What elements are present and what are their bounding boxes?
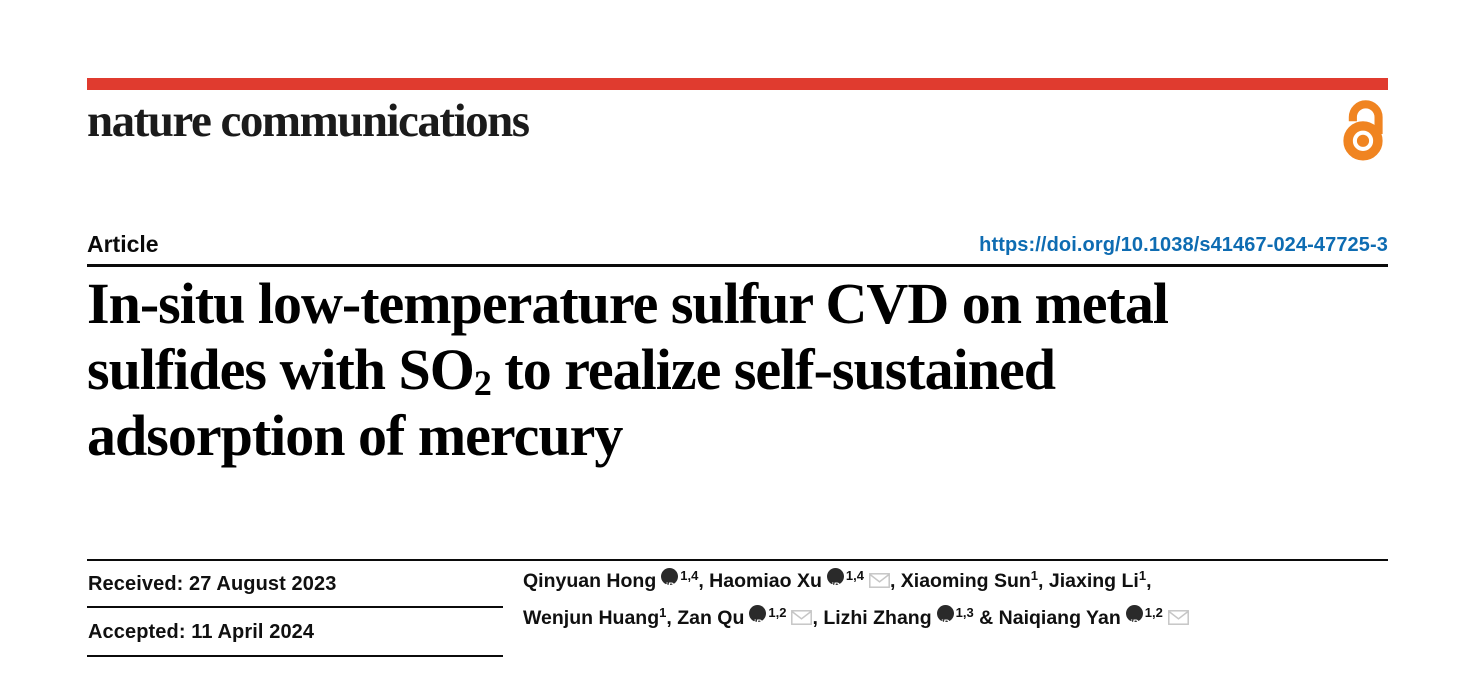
received-date: Received: 27 August 2023 xyxy=(88,573,337,595)
author-separator: & xyxy=(973,607,999,629)
author-separator: , xyxy=(1146,570,1152,592)
author-separator: , xyxy=(698,570,710,592)
article-title: In-situ low-temperature sulfur CVD on me… xyxy=(87,271,1388,469)
author: Wenjun Huang1, xyxy=(523,604,678,629)
author-list: Qinyuan Hong iD1,4, Haomiao Xu iD1,4, Xiao… xyxy=(523,566,1388,640)
title-line-3: adsorption of mercury xyxy=(87,403,623,468)
email-icon[interactable] xyxy=(868,573,890,588)
author: Lizhi Zhang iD1,3 & xyxy=(823,604,999,629)
author-name: Jiaxing Li xyxy=(1048,570,1139,592)
doi-link[interactable]: https://doi.org/10.1038/s41467-024-47725… xyxy=(979,234,1388,256)
author-affiliation-sup: 1,4 xyxy=(845,567,864,583)
article-type-label: Article xyxy=(87,231,159,257)
title-line-1: In-situ low-temperature sulfur CVD on me… xyxy=(87,271,1169,336)
author-separator: , xyxy=(889,570,901,592)
author-separator: , xyxy=(812,607,824,629)
author-name: Xiaoming Sun xyxy=(900,570,1031,592)
accepted-date: Accepted: 11 April 2024 xyxy=(88,621,315,643)
author: Haomiao Xu iD1,4, xyxy=(709,567,901,592)
author-affiliation-sup: 1 xyxy=(1030,567,1039,583)
title-subscript: 2 xyxy=(473,362,492,403)
author-affiliation-sup: 1 xyxy=(659,604,667,620)
author-line-1: Qinyuan Hong iD1,4, Haomiao Xu iD1,4, Xiao… xyxy=(523,566,1388,603)
author-affiliation-sup: 1,4 xyxy=(680,567,699,583)
orcid-icon[interactable]: iD xyxy=(1125,605,1143,629)
author: Jiaxing Li1, xyxy=(1048,567,1152,592)
meta-top-divider xyxy=(87,559,1388,561)
author-name: Wenjun Huang xyxy=(523,607,660,629)
author-name: Zan Qu xyxy=(677,607,745,629)
author-name: Qinyuan Hong xyxy=(523,570,657,592)
open-access-icon xyxy=(1343,100,1383,161)
author-line-2: Wenjun Huang1, Zan Qu iD1,2, Lizhi Zhang i… xyxy=(523,603,1388,640)
author-affiliation-sup: 1,3 xyxy=(955,604,974,620)
author-name: Haomiao Xu xyxy=(709,570,822,592)
author-name: Lizhi Zhang xyxy=(823,607,932,629)
orcid-icon[interactable]: iD xyxy=(749,605,767,629)
email-icon[interactable] xyxy=(1167,610,1189,625)
author-affiliation-sup: 1 xyxy=(1138,567,1147,583)
masthead-rule xyxy=(87,78,1388,90)
author-affiliation-sup: 1,2 xyxy=(768,604,787,620)
title-line-2-post: to realize self-sustained xyxy=(490,337,1056,402)
orcid-icon[interactable]: iD xyxy=(826,568,844,592)
dates-bottom-divider xyxy=(87,655,503,657)
dates-mid-divider xyxy=(87,606,503,608)
email-icon[interactable] xyxy=(791,610,813,625)
orcid-icon[interactable]: iD xyxy=(936,605,954,629)
journal-logo: nature communications xyxy=(87,95,530,147)
author: Zan Qu iD1,2, xyxy=(677,604,824,629)
author-name: Naiqiang Yan xyxy=(998,607,1121,629)
author-affiliation-sup: 1,2 xyxy=(1144,604,1163,620)
author: Qinyuan Hong iD1,4, xyxy=(523,567,710,592)
author: Xiaoming Sun1, xyxy=(900,567,1049,592)
orcid-icon[interactable]: iD xyxy=(661,568,679,592)
article-header-page: nature communications Article https://do… xyxy=(87,0,1388,673)
header-divider xyxy=(87,264,1388,267)
author: Naiqiang Yan iD1,2 xyxy=(998,604,1189,629)
title-line-2-pre: sulfides with SO xyxy=(87,337,475,402)
author-separator: , xyxy=(1038,570,1049,592)
author-separator: , xyxy=(666,607,678,629)
